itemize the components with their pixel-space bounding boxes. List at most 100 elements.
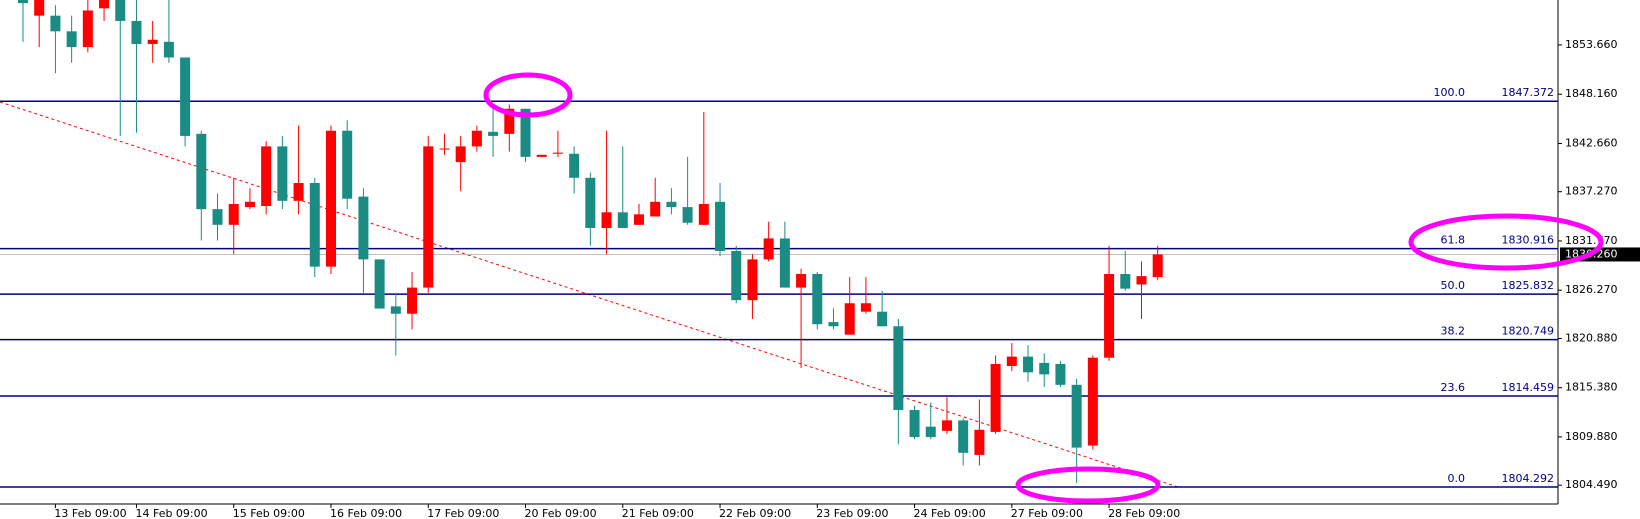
candle-body: [650, 201, 661, 217]
x-tick-label: 16 Feb 09:00: [330, 507, 402, 519]
fib-level-label: 23.6: [1441, 381, 1466, 394]
candle-body: [1039, 362, 1050, 375]
candle-body: [455, 146, 466, 163]
candle-body: [974, 429, 985, 455]
x-tick-label: 22 Feb 09:00: [719, 507, 791, 519]
candle-body: [569, 153, 580, 178]
candle-body: [682, 207, 693, 223]
y-tick-label: 1820.880: [1565, 331, 1618, 344]
candle-body: [990, 363, 1001, 432]
candle-body: [1055, 363, 1066, 385]
candle-body: [244, 201, 255, 208]
candle-body: [277, 146, 288, 201]
candle-body: [666, 201, 677, 208]
candle-body: [860, 303, 871, 312]
x-tick-label: 17 Feb 09:00: [427, 507, 499, 519]
candle-body: [147, 39, 158, 44]
candle-body: [407, 287, 418, 314]
y-tick-label: 1831.770: [1565, 234, 1618, 247]
candle-body: [909, 409, 920, 438]
y-tick-label: 1848.160: [1565, 87, 1618, 100]
candle-body: [1071, 384, 1082, 448]
highlight-ellipse: [1015, 466, 1161, 504]
candle-body: [1023, 356, 1034, 373]
candle-body: [1104, 273, 1115, 358]
candle-body: [99, 0, 110, 9]
candle-body: [633, 214, 644, 225]
candle-body: [536, 154, 547, 157]
candle-body: [585, 177, 596, 228]
candle-body: [1120, 273, 1131, 289]
fib-level-label: 50.0: [1441, 279, 1466, 292]
candle-body: [212, 209, 223, 225]
y-tick-label: 1853.660: [1565, 38, 1618, 51]
candle-body: [163, 41, 174, 58]
y-tick-label: 1809.880: [1565, 430, 1618, 443]
fib-level-label: 0.0: [1448, 472, 1466, 485]
candle-body: [925, 426, 936, 438]
y-tick-label: 1826.270: [1565, 283, 1618, 296]
candle-body: [520, 108, 531, 157]
highlight-ellipse: [483, 72, 573, 118]
candle-body: [34, 0, 45, 16]
candle-body: [877, 311, 888, 327]
fib-price-label: 1814.459: [1502, 381, 1555, 394]
candle-body: [228, 203, 239, 225]
candle-body: [698, 203, 709, 225]
y-tick-label: 1804.490: [1565, 478, 1618, 491]
candle-body: [796, 273, 807, 288]
candle-body: [504, 108, 515, 134]
candle-body: [617, 212, 628, 228]
candle-body: [309, 183, 320, 267]
candle-body: [471, 130, 482, 147]
candle-body: [261, 146, 272, 207]
fib-price-label: 1847.372: [1502, 86, 1555, 99]
candle-body: [601, 212, 612, 228]
x-tick-label: 24 Feb 09:00: [914, 507, 986, 519]
candle-body: [358, 196, 369, 260]
candle-body: [131, 20, 142, 44]
candle-body: [1087, 357, 1098, 446]
x-tick-label: 27 Feb 09:00: [1011, 507, 1083, 519]
candle-body: [747, 259, 758, 301]
candle-body: [715, 201, 726, 251]
x-tick-label: 23 Feb 09:00: [816, 507, 888, 519]
x-tick-label: 15 Feb 09:00: [233, 507, 305, 519]
fib-level-label: 38.2: [1441, 325, 1466, 338]
candle-body: [439, 148, 450, 150]
x-tick-label: 14 Feb 09:00: [135, 507, 207, 519]
candle-body: [18, 0, 28, 4]
candle-body: [115, 0, 126, 21]
candle-body: [1136, 276, 1147, 285]
candle-body: [941, 420, 952, 431]
candle-body: [779, 238, 790, 288]
candle-body: [893, 326, 904, 410]
x-tick-label: 28 Feb 09:00: [1108, 507, 1180, 519]
fib-price-label: 1820.749: [1502, 325, 1555, 338]
candle-body: [552, 152, 563, 154]
fib-price-label: 1830.916: [1502, 234, 1555, 247]
y-tick-label: 1815.380: [1565, 381, 1618, 394]
candle-body: [325, 130, 336, 267]
x-tick-label: 13 Feb 09:00: [54, 507, 126, 519]
candle-body: [731, 250, 742, 301]
fib-level-label: 61.8: [1441, 234, 1466, 247]
y-tick-label: 1842.660: [1565, 136, 1618, 149]
candle-body: [66, 31, 77, 48]
candle-body: [180, 57, 191, 136]
candle-body: [812, 273, 823, 325]
candle-body: [423, 146, 434, 288]
candle-body: [828, 322, 839, 327]
candle-body: [50, 15, 61, 32]
highlight-ellipse: [1408, 213, 1604, 271]
candle-body: [488, 131, 499, 136]
candle-body: [293, 183, 304, 201]
candle-body: [1152, 254, 1163, 278]
y-tick-label: 1837.270: [1565, 185, 1618, 198]
candle-body: [844, 303, 855, 335]
candle-body: [82, 10, 93, 48]
candle-body: [763, 238, 774, 260]
fib-price-label: 1804.292: [1502, 472, 1555, 485]
fib-price-label: 1825.832: [1502, 279, 1555, 292]
